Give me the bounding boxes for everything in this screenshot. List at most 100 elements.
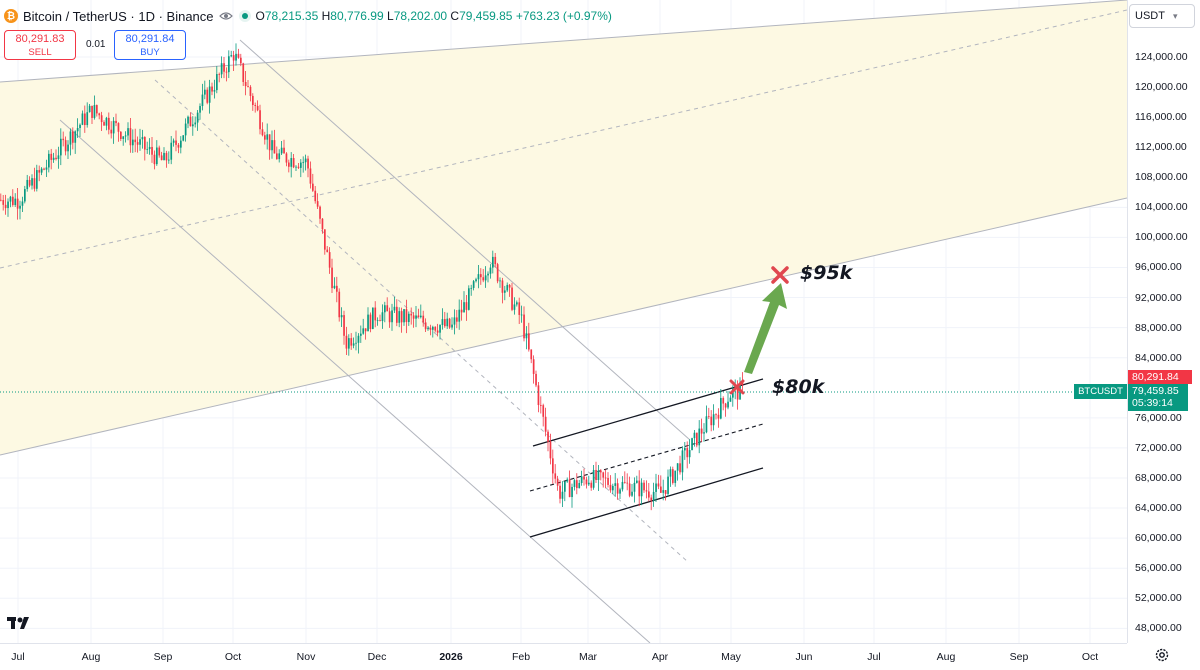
candle [667, 469, 669, 497]
time-tick-label: Mar [578, 651, 598, 663]
ascending-channel-zone [0, 0, 1127, 455]
candle [535, 370, 537, 388]
candle [88, 103, 91, 113]
candle [614, 473, 617, 497]
candle [415, 306, 417, 328]
candle [405, 299, 408, 334]
symbol-legend[interactable]: ₿ Bitcoin / TetherUS · 1D · Binance O78,… [4, 6, 612, 26]
price-tick-label: 120,000.00 [1135, 81, 1188, 94]
candle [547, 429, 549, 452]
time-tick-label: Aug [81, 651, 101, 663]
candle [103, 120, 105, 126]
candle [100, 111, 103, 131]
candle [110, 121, 113, 139]
candle [364, 328, 367, 340]
market-status-icon[interactable] [238, 9, 252, 23]
time-tick-label: Feb [511, 651, 531, 663]
candle [55, 149, 57, 161]
eye-icon[interactable] [218, 9, 233, 23]
candle [494, 252, 497, 268]
candle [446, 312, 449, 329]
candle [576, 473, 578, 495]
candle [636, 475, 638, 484]
candle [84, 105, 86, 133]
candle [571, 483, 573, 508]
price-tick-label: 60,000.00 [1135, 532, 1182, 545]
time-axis[interactable]: Jul Aug Sep Oct Nov Dec 2026 Feb Mar Apr May Jun Jul… [0, 643, 1127, 670]
candle [259, 104, 261, 135]
candle [580, 470, 583, 486]
candle [165, 150, 168, 168]
candle [703, 423, 705, 442]
ascending-channel-mid [0, 9, 1127, 269]
candle [506, 282, 509, 293]
gear-icon[interactable] [1154, 647, 1170, 663]
candle [712, 404, 715, 431]
candle [422, 310, 425, 327]
candle [280, 140, 283, 155]
candle [513, 297, 516, 315]
candle [463, 291, 465, 313]
chart-area[interactable] [0, 0, 1127, 643]
candle [403, 309, 405, 326]
candle [372, 307, 374, 330]
candle [369, 312, 372, 333]
candle [720, 388, 722, 420]
candle [168, 151, 170, 164]
candle [297, 163, 300, 170]
candle [324, 229, 326, 255]
symbol-title[interactable]: Bitcoin / TetherUS · 1D · Binance [23, 8, 214, 24]
candle [355, 331, 357, 351]
price-tick-label: 68,000.00 [1135, 471, 1182, 484]
buy-button[interactable]: 80,291.84 BUY [114, 30, 186, 60]
descending-channel-bottom [59, 119, 651, 643]
candle [242, 62, 245, 86]
candle [362, 318, 365, 335]
trend-drawings[interactable] [0, 0, 1127, 643]
price-chart[interactable] [0, 0, 1127, 643]
price-axis[interactable]: 124,000.00 120,000.00 116,000.00 112,000.00… [1127, 0, 1200, 643]
candle [314, 186, 317, 204]
time-tick-label: Apr [651, 651, 669, 663]
candle [393, 296, 396, 314]
candle [408, 311, 410, 326]
candle [357, 333, 360, 354]
candle [117, 122, 120, 142]
candle [549, 433, 552, 465]
candle [556, 475, 559, 491]
target-marker-95k [771, 266, 789, 284]
candle [348, 334, 350, 356]
time-tick-label: Sep [1009, 651, 1029, 663]
candle [552, 449, 554, 484]
tradingview-logo[interactable] [7, 615, 35, 631]
candle [326, 246, 329, 253]
candle [144, 136, 146, 161]
candle [451, 317, 453, 330]
buy-price: 80,291.84 [125, 33, 175, 45]
currency-selector[interactable]: USDT ▾ [1129, 4, 1195, 28]
candle [470, 284, 473, 296]
candle [518, 297, 521, 324]
sell-label: SELL [28, 47, 52, 58]
candle [631, 483, 633, 498]
candle [381, 304, 384, 329]
spread-value: 0.01 [86, 39, 106, 50]
candle [427, 325, 429, 331]
candle [688, 439, 691, 464]
candle [352, 337, 355, 349]
candle [98, 112, 101, 120]
candle [710, 410, 713, 432]
candle [304, 154, 307, 171]
candle [585, 476, 588, 489]
ticker-label: BTCUSDT [1074, 384, 1127, 399]
candle [290, 152, 293, 178]
price-tick-label: 112,000.00 [1135, 141, 1187, 154]
candle [693, 429, 696, 447]
sell-button[interactable]: 80,291.83 SELL [4, 30, 76, 60]
candle [81, 110, 84, 126]
candle [633, 477, 636, 503]
candle [151, 137, 153, 163]
time-tick-label: Oct [224, 651, 242, 663]
candle [444, 311, 446, 328]
price-tick-label: 56,000.00 [1135, 562, 1182, 575]
